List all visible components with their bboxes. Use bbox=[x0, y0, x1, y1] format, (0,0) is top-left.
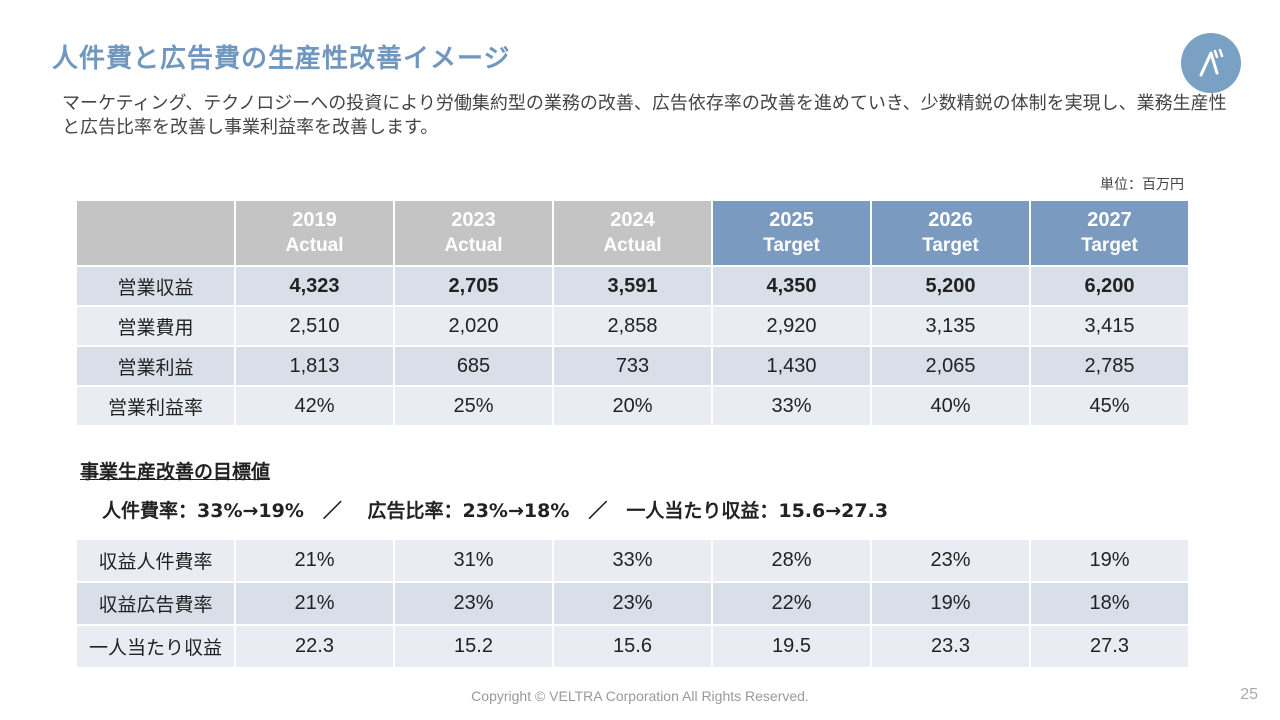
table-cell: 1,430 bbox=[713, 347, 870, 385]
header-type: Actual bbox=[444, 235, 503, 256]
table-cell: 20% bbox=[554, 387, 711, 425]
table-cell: 2,705 bbox=[395, 267, 552, 305]
table-cell: 2,785 bbox=[1031, 347, 1188, 385]
table-cell: 2,065 bbox=[872, 347, 1029, 385]
table-cell: 2,020 bbox=[395, 307, 552, 345]
header-2019: 2019 Actual bbox=[236, 201, 393, 265]
header-year: 2027 bbox=[1087, 209, 1132, 231]
table-cell: 31% bbox=[395, 540, 552, 581]
table-cell: 18% bbox=[1031, 583, 1188, 624]
table-cell: 3,591 bbox=[554, 267, 711, 305]
table-cell: 685 bbox=[395, 347, 552, 385]
table-cell: 2,510 bbox=[236, 307, 393, 345]
table-cell: 4,350 bbox=[713, 267, 870, 305]
table-cell: 40% bbox=[872, 387, 1029, 425]
logo-mark-icon bbox=[1199, 48, 1224, 77]
table-cell: 19.5 bbox=[713, 626, 870, 667]
page-number: 25 bbox=[1240, 686, 1258, 703]
table-cell: 23% bbox=[872, 540, 1029, 581]
table-cell: 42% bbox=[236, 387, 393, 425]
header-2027: 2027 Target bbox=[1031, 201, 1188, 265]
table-cell: 27.3 bbox=[1031, 626, 1188, 667]
unit-label: 単位：百万円 bbox=[1100, 177, 1184, 193]
table-row-profit: 営業利益 1,813 685 733 1,430 2,065 2,785 bbox=[77, 347, 1188, 385]
table-cell: 23.3 bbox=[872, 626, 1029, 667]
header-year: 2019 bbox=[292, 209, 337, 231]
table-header-row: 2019 Actual 2023 Actual 2024 Actual 2025 Tar… bbox=[77, 201, 1188, 265]
row-label: 営業収益 bbox=[77, 267, 234, 305]
header-2026: 2026 Target bbox=[872, 201, 1029, 265]
table-row-profit-margin: 営業利益率 42% 25% 20% 33% 40% 45% bbox=[77, 387, 1188, 425]
header-type: Actual bbox=[603, 235, 662, 256]
table-row-personnel-ratio: 収益人件費率 21% 31% 33% 28% 23% 19% bbox=[77, 540, 1188, 581]
table-cell: 3,135 bbox=[872, 307, 1029, 345]
table-row-expenses: 営業費用 2,510 2,020 2,858 2,920 3,135 3,415 bbox=[77, 307, 1188, 345]
table-cell: 25% bbox=[395, 387, 552, 425]
table-cell: 28% bbox=[713, 540, 870, 581]
table-cell: 22% bbox=[713, 583, 870, 624]
target-goals-text: 人件費率：33%→19% ／ 広告比率：23%→18% ／ 一人当たり収益：15… bbox=[102, 500, 889, 522]
table-cell: 4,323 bbox=[236, 267, 393, 305]
table-row-revenue-per-person: 一人当たり収益 22.3 15.2 15.6 19.5 23.3 27.3 bbox=[77, 626, 1188, 667]
header-year: 2024 bbox=[610, 209, 655, 231]
table-cell: 21% bbox=[236, 583, 393, 624]
header-2023: 2023 Actual bbox=[395, 201, 552, 265]
header-type: Target bbox=[763, 235, 820, 256]
table-cell: 45% bbox=[1031, 387, 1188, 425]
table-cell: 733 bbox=[554, 347, 711, 385]
page-description: マーケティング、テクノロジーへの投資により労働集約型の業務の改善、広告依存率の改… bbox=[62, 93, 1227, 138]
header-year: 2025 bbox=[769, 209, 814, 231]
table-cell: 3,415 bbox=[1031, 307, 1188, 345]
veltra-logo bbox=[1181, 33, 1241, 93]
table-cell: 6,200 bbox=[1031, 267, 1188, 305]
row-label: 営業利益率 bbox=[77, 387, 234, 425]
row-label: 営業費用 bbox=[77, 307, 234, 345]
table-cell: 33% bbox=[713, 387, 870, 425]
table-cell: 2,920 bbox=[713, 307, 870, 345]
table-cell: 21% bbox=[236, 540, 393, 581]
table-row-ad-ratio: 収益広告費率 21% 23% 23% 22% 19% 18% bbox=[77, 583, 1188, 624]
row-label: 一人当たり収益 bbox=[77, 626, 234, 667]
financial-table: 2019 Actual 2023 Actual 2024 Actual 2025 Tar… bbox=[75, 199, 1190, 427]
table-cell: 15.6 bbox=[554, 626, 711, 667]
table-cell: 2,858 bbox=[554, 307, 711, 345]
page-title: 人件費と広告費の生産性改善イメージ bbox=[52, 44, 511, 74]
header-2025: 2025 Target bbox=[713, 201, 870, 265]
header-year: 2026 bbox=[928, 209, 973, 231]
table-cell: 5,200 bbox=[872, 267, 1029, 305]
table-cell: 23% bbox=[395, 583, 552, 624]
section-subheading: 事業生産改善の目標値 bbox=[80, 461, 271, 483]
table-cell: 19% bbox=[1031, 540, 1188, 581]
table-cell: 1,813 bbox=[236, 347, 393, 385]
header-year: 2023 bbox=[451, 209, 496, 231]
header-type: Actual bbox=[285, 235, 344, 256]
productivity-table: 収益人件費率 21% 31% 33% 28% 23% 19% 収益広告費率 21… bbox=[75, 538, 1190, 669]
table-row-revenue: 営業収益 4,323 2,705 3,591 4,350 5,200 6,200 bbox=[77, 267, 1188, 305]
table-cell: 33% bbox=[554, 540, 711, 581]
row-label: 営業利益 bbox=[77, 347, 234, 385]
header-blank-cell bbox=[77, 201, 234, 265]
header-type: Target bbox=[922, 235, 979, 256]
table-cell: 15.2 bbox=[395, 626, 552, 667]
header-2024: 2024 Actual bbox=[554, 201, 711, 265]
copyright-footer: Copyright © VELTRA Corporation All Right… bbox=[471, 688, 809, 704]
row-label: 収益人件費率 bbox=[77, 540, 234, 581]
table-cell: 22.3 bbox=[236, 626, 393, 667]
table-cell: 19% bbox=[872, 583, 1029, 624]
header-type: Target bbox=[1081, 235, 1138, 256]
table-cell: 23% bbox=[554, 583, 711, 624]
row-label: 収益広告費率 bbox=[77, 583, 234, 624]
